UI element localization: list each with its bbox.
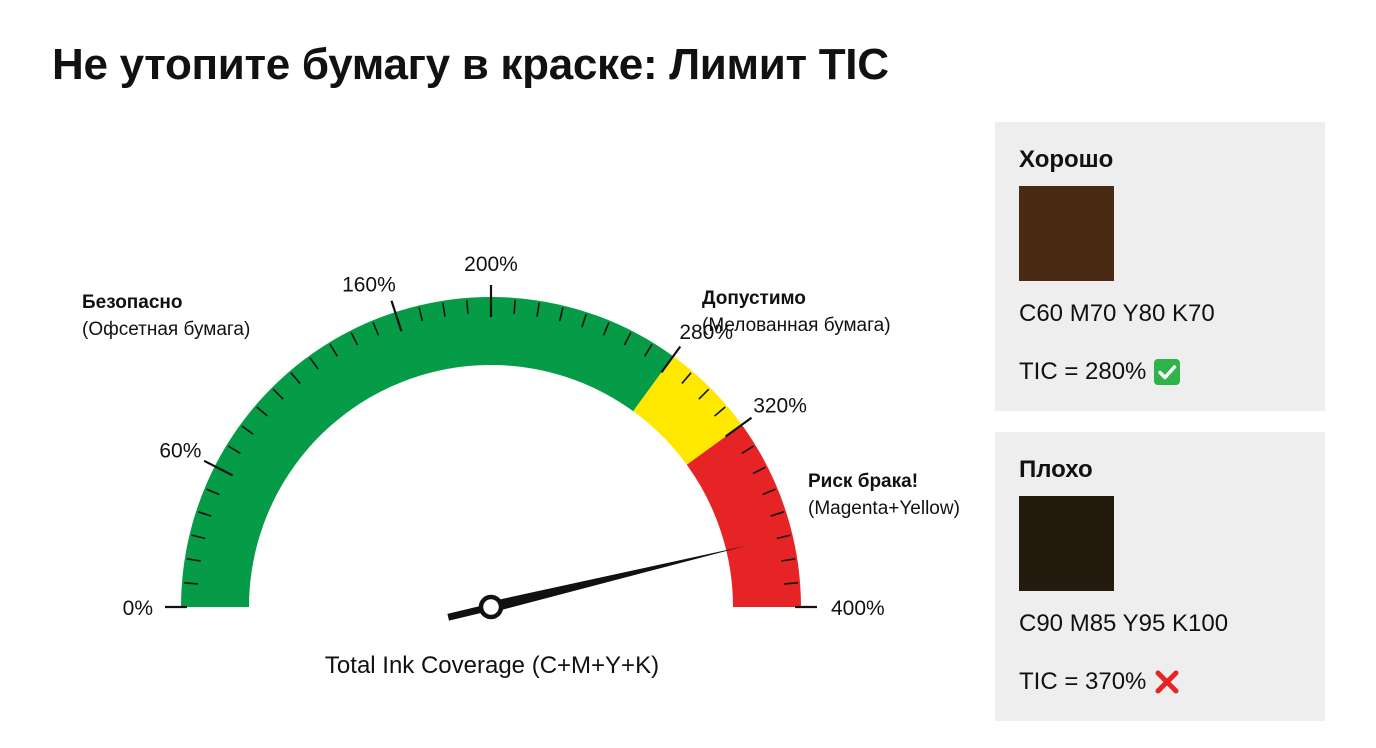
major-tick (724, 416, 753, 438)
zone-acceptable-title: Допустимо (702, 288, 806, 309)
minor-tick (272, 388, 284, 400)
zone-safe-title: Безопасно (82, 292, 183, 313)
tick-label: 320% (753, 395, 807, 418)
minor-tick (643, 343, 653, 357)
tick-label: 280% (679, 321, 733, 344)
minor-tick (558, 307, 564, 322)
needle-pointer (489, 545, 746, 613)
minor-tick (602, 322, 610, 336)
tick-label: 0% (123, 597, 153, 620)
check-icon (1154, 359, 1181, 385)
minor-tick (681, 372, 692, 384)
minor-tick (770, 511, 785, 517)
good-color-swatch (1019, 186, 1114, 281)
zone-acceptable-subtitle: (Мелованная бумага) (702, 315, 891, 336)
minor-tick (418, 307, 424, 322)
bad-cmyk-value: C90 M85 Y95 K100 (1019, 610, 1229, 637)
tick-label: 400% (831, 597, 885, 620)
minor-tick (442, 302, 446, 317)
good-tic-row: TIC = 280% (1019, 358, 1181, 386)
minor-tick (256, 406, 268, 417)
zone-safe-subtitle: (Офсетная бумага) (82, 319, 250, 340)
minor-tick (752, 466, 766, 475)
needle-pivot (478, 594, 504, 620)
good-tic-value: TIC = 280% (1019, 358, 1147, 385)
gauge-needle (447, 545, 746, 621)
tick-label: 160% (342, 273, 396, 296)
tick-label: 60% (159, 439, 201, 462)
gauge-axis-label: Total Ink Coverage (C+M+Y+K) (325, 652, 659, 679)
gauge-zone-2 (633, 356, 742, 465)
minor-tick (241, 425, 254, 435)
major-tick (203, 459, 234, 477)
minor-tick (183, 582, 198, 585)
gauge-zone-labels: Безопасно (Офсетная бумага) Допустимо (М… (82, 288, 960, 519)
zone-risk-title: Риск брака! (808, 471, 918, 492)
minor-tick (309, 357, 319, 370)
minor-tick (762, 488, 776, 496)
major-tick (660, 345, 682, 374)
gauge-tick-labels: 0% 60% 160% 200% 280% 320% 400% (123, 253, 885, 620)
minor-tick (698, 388, 710, 400)
bad-tic-value: TIC = 370% (1019, 668, 1147, 695)
gauge-ticks (165, 285, 817, 609)
minor-tick (191, 534, 206, 540)
minor-tick (197, 511, 212, 517)
good-card-title: Хорошо (1019, 146, 1114, 173)
minor-tick (513, 299, 516, 314)
minor-tick (714, 406, 726, 417)
minor-tick (466, 299, 469, 314)
tick-label: 200% (464, 253, 518, 276)
bad-color-swatch (1019, 496, 1114, 591)
gauge-zones (181, 297, 801, 607)
minor-tick (781, 558, 796, 562)
page-title: Не утопите бумагу в краске: Лимит TIC (52, 40, 889, 89)
minor-tick (186, 558, 201, 562)
good-example-card: Хорошо C60 M70 Y80 K70 TIC = 280% (995, 122, 1325, 411)
minor-tick (741, 445, 755, 455)
minor-tick (784, 582, 799, 585)
minor-tick (536, 302, 540, 317)
minor-tick (227, 445, 241, 455)
minor-tick (623, 332, 632, 346)
minor-tick (350, 332, 359, 346)
zone-risk-subtitle: (Magenta+Yellow) (808, 498, 960, 519)
minor-tick (372, 322, 380, 336)
minor-tick (206, 488, 220, 496)
gauge-zone-3 (686, 424, 801, 607)
minor-tick (581, 313, 587, 328)
gauge-zone-1 (181, 297, 674, 607)
minor-tick (290, 372, 301, 384)
cross-icon (1155, 670, 1179, 694)
bad-card-title: Плохо (1019, 456, 1093, 483)
good-cmyk-value: C60 M70 Y80 K70 (1019, 300, 1215, 327)
minor-tick (776, 534, 791, 540)
minor-tick (329, 343, 339, 357)
bad-tic-row: TIC = 370% (1019, 668, 1180, 696)
major-tick (390, 300, 403, 332)
bad-example-card: Плохо C90 M85 Y95 K100 TIC = 370% (995, 432, 1325, 721)
tic-gauge: 0% 60% 160% 200% 280% 320% 400% Безопасно (Офс… (82, 253, 960, 679)
